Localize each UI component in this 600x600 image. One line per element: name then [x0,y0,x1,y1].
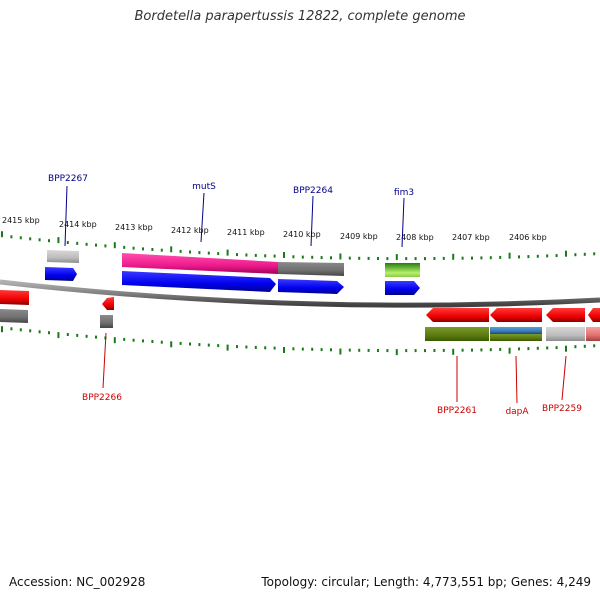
gene-left-edge-gray-bar[interactable] [0,309,28,323]
gene-mutS-arrow[interactable] [122,271,276,292]
gene-label-BPP2259[interactable]: BPP2259 [542,404,582,414]
leader-line-BPP2266 [102,332,107,389]
gene-label-dapA[interactable]: dapA [505,407,529,417]
gene-label-fim3[interactable]: fim3 [394,188,414,198]
kbp-label-2406: 2406 kbp [509,233,547,242]
gene-dapA-arrow[interactable] [490,308,542,322]
genome-backbone [0,279,600,308]
gene-right-edge-red-arrow[interactable] [588,308,600,322]
gene-fim3-arrow[interactable] [385,281,420,295]
gene-BPP2266-arrow[interactable] [102,297,114,310]
gene-left-edge-red-arrow[interactable] [0,290,29,305]
gene-BPP2259-lower-bar[interactable] [546,327,585,341]
accession-label: Accession: NC_002928 [9,575,146,589]
gene-fim3-upper-bar[interactable] [385,263,420,277]
gene-BPP2267-arrow[interactable] [45,267,77,281]
kbp-label-2412: 2412 kbp [171,226,209,235]
leader-line-dapA [515,355,518,404]
gene-BPP2266-lower-bar[interactable] [100,315,113,328]
leader-line-BPP2264 [310,195,314,247]
gene-label-BPP2261[interactable]: BPP2261 [437,406,477,416]
kbp-label-2414: 2414 kbp [59,220,97,229]
gene-BPP2264-upper-bar[interactable] [278,262,344,276]
kbp-label-2415: 2415 kbp [2,216,40,225]
gene-label-BPP2266[interactable]: BPP2266 [82,393,122,403]
gene-mutS-upper-bar[interactable] [122,253,278,274]
leader-line-fim3 [401,197,405,248]
outer-tick-marks [1,231,596,261]
gene-BPP2264-arrow[interactable] [278,279,344,294]
map-title: Bordetella parapertussis 12822, complete… [134,9,466,24]
kbp-label-2409: 2409 kbp [340,232,378,241]
gene-dapA-lower-bar-bottom[interactable] [490,334,542,341]
kbp-label-2411: 2411 kbp [227,228,265,237]
kbp-label-2408: 2408 kbp [396,233,434,242]
kbp-label-2407: 2407 kbp [452,233,490,242]
topology-summary: Topology: circular; Length: 4,773,551 bp… [261,575,591,589]
gene-label-mutS[interactable]: mutS [192,182,216,192]
gene-label-BPP2267[interactable]: BPP2267 [48,174,88,184]
leader-line-mutS [200,192,205,243]
gene-BPP2261-lower-bar[interactable] [425,327,489,341]
kbp-label-2413: 2413 kbp [115,223,153,232]
leader-line-BPP2259 [561,355,567,401]
gene-dapA-lower-bar-top[interactable] [490,327,542,334]
gene-BPP2267-upper-bar[interactable] [47,250,79,263]
gene-BPP2259-arrow[interactable] [546,308,585,322]
gene-label-BPP2264[interactable]: BPP2264 [293,186,333,196]
kbp-label-2410: 2410 kbp [283,230,321,239]
leader-line-BPP2267 [64,185,68,247]
gene-BPP2261-arrow[interactable] [426,308,489,322]
inner-tick-marks [1,326,596,356]
gene-right-edge-salmon-bar[interactable] [586,327,600,341]
